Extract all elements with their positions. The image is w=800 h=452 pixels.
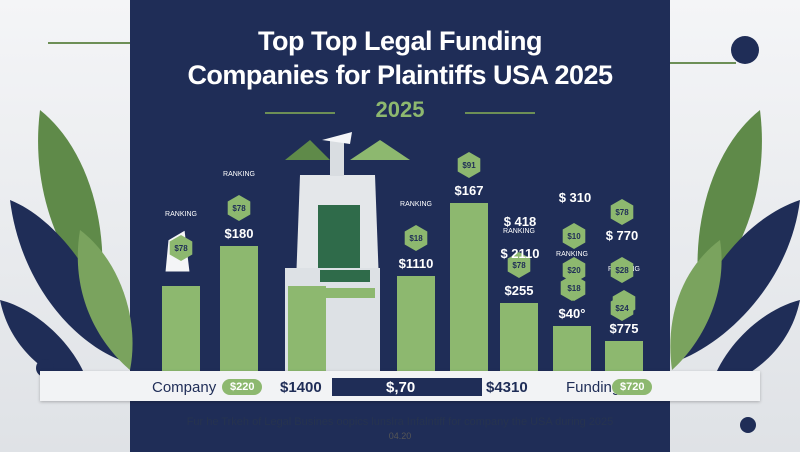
side-value-4: $ 770: [606, 228, 639, 243]
extra-6-badge: [610, 295, 634, 321]
footer-caption: Fur he Trkeh of Legal Busines oopics lun…: [186, 416, 614, 428]
extra-6-badge-label: $24: [615, 304, 629, 313]
strip-value-3: $4310: [486, 379, 528, 396]
bar-8: [605, 341, 643, 371]
bar-6-badge: [507, 252, 531, 278]
footer-date: 04.20: [388, 431, 412, 441]
extra-3-badge-label: $18: [567, 284, 581, 293]
bar-value-4: $1110: [399, 256, 434, 271]
strip-value-1: $1400: [280, 379, 322, 396]
bar-value-6: $255: [505, 283, 534, 298]
extra-3-badge: [562, 275, 586, 301]
chart-title-line-2: Companies for Plaintiffs USA 2025: [187, 60, 613, 90]
extra-4-badge: [610, 257, 634, 283]
bar-4-badge: [404, 225, 428, 251]
company-label: Company: [152, 379, 217, 396]
ranking-label-1: RANKING: [165, 211, 197, 218]
bar-5: [450, 203, 488, 371]
funding-label: Funding: [566, 379, 621, 396]
extra-5-badge-label: $78: [615, 208, 629, 217]
extra-1-badge: [562, 223, 586, 249]
extra-2-badge: [562, 257, 586, 283]
bar-value-2: $180: [225, 226, 254, 241]
bar-1-badge-label: $78: [174, 244, 188, 253]
bar-6-badge-label: $78: [512, 261, 526, 270]
bar-2-badge-label: $78: [232, 204, 246, 213]
strip-highlight: [332, 378, 482, 396]
bar-1-badge: [169, 235, 193, 261]
extra-4-badge-label: $28: [615, 266, 629, 275]
ranking-label-6: RANKING: [503, 228, 535, 235]
year-label: 2025: [375, 97, 425, 122]
side-value-3: $ 2110: [500, 246, 539, 261]
side-value-1: $ 418: [504, 214, 537, 229]
bar-value-7: $40°: [559, 306, 586, 321]
strip-value-2: $,70: [386, 379, 416, 396]
company-value-pill: $220: [222, 379, 263, 395]
ranking-label-4: RANKING: [400, 201, 432, 208]
bar-3: [288, 286, 326, 371]
bar-6: [500, 303, 538, 371]
building-illustration: [164, 132, 410, 372]
funding-value-pill: $720: [612, 379, 653, 395]
bar-7: [553, 326, 591, 371]
bar-1: [162, 286, 200, 371]
bar-5-badge: [457, 152, 481, 178]
extra-2-badge-label: $20: [567, 266, 581, 275]
bar-value-5: $167: [455, 183, 484, 198]
extra-1-badge-label: $10: [567, 232, 581, 241]
ranking-label-2: RANKING: [223, 171, 255, 178]
extra-5-badge: [610, 199, 634, 225]
leaf-decoration-left: [0, 42, 133, 390]
leaf-decoration-right: [670, 36, 800, 433]
bar-value-8: $775: [610, 321, 639, 336]
year-divider-left: [265, 112, 335, 114]
chart-title-line-1: Top Top Legal Funding: [258, 26, 542, 56]
side-value-2: $ 310: [559, 190, 592, 205]
ranking-label-7: RANKING: [556, 251, 588, 258]
bar-4: [397, 276, 435, 371]
bar-2: [220, 246, 258, 371]
bar-2-badge: [227, 195, 251, 221]
year-divider-right: [465, 112, 535, 114]
bar-5-badge-label: $91: [462, 161, 476, 170]
bar-4-badge-label: $18: [409, 234, 423, 243]
